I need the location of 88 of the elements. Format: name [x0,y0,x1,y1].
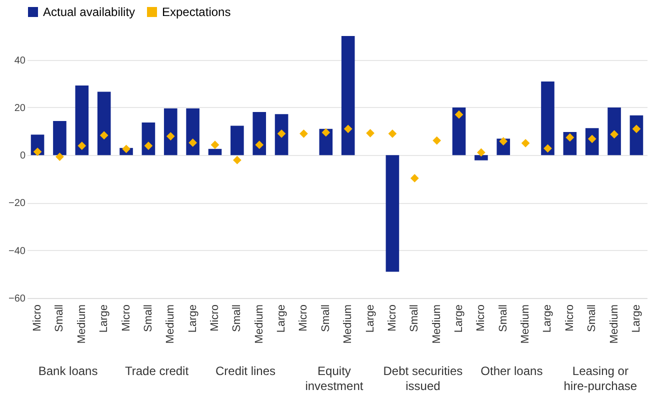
point [566,133,574,142]
x-tick-label: Large [98,304,110,333]
x-tick-label: Large [630,304,642,333]
x-tick-label: Medium [430,304,443,344]
bar [386,155,400,272]
point [610,130,618,139]
bar [608,107,621,156]
text: Debt securities issued [383,364,463,393]
x-tick-label: Medium [253,304,266,344]
point [122,144,130,154]
point [322,128,330,137]
y-tick-label: 40 [14,55,26,66]
point [188,138,197,147]
bar [585,128,599,156]
bar [208,148,222,156]
legend-label: Actual availability [43,5,136,19]
point [210,140,220,150]
point [410,174,419,182]
bar [97,92,111,156]
bar [274,114,288,156]
x-tick-label: Small [142,304,154,332]
x-tick-label: Large [186,304,199,333]
point [477,148,486,157]
y-tick-label: −60 [8,294,26,304]
legend-label: Expectations [162,5,231,19]
bar [252,112,266,156]
x-tick-label: Medium [76,304,88,344]
x-tick-label: Small [408,304,421,332]
point [432,136,442,145]
x-tick-label: Small [231,304,244,332]
point [277,129,286,138]
point [56,152,64,161]
bar [164,108,178,156]
point [100,131,108,140]
text: Trade credit [124,364,190,378]
x-tick-label: Micro [564,304,576,332]
point [521,139,530,148]
bar [142,122,156,156]
text: Credit lines [215,364,276,378]
x-tick-label: Small [320,304,332,332]
text: Other loans [480,364,543,378]
point [33,148,42,156]
x-tick-label: Medium [164,304,177,344]
x-tick-label: Medium [342,304,354,344]
x-tick-label: Large [453,304,466,333]
point [454,110,464,119]
bar [452,107,466,156]
y-tick-label: 0 [20,150,26,162]
x-tick-label: Micro [298,304,310,332]
bar [230,126,244,156]
x-tick-label: Micro [208,304,221,332]
bar [75,86,89,156]
x-tick-label: Small [54,304,66,332]
point [232,156,242,164]
text: Equity investment [305,364,364,393]
point [144,142,153,150]
bar [474,155,488,160]
point [255,140,264,150]
y-tick-label: 20 [14,102,26,114]
text: Bank loans [38,364,98,378]
text: Leasing or hire-purchase [564,364,638,393]
x-tick-label: Micro [475,304,488,332]
point [78,142,86,150]
point [344,124,352,134]
point [632,124,641,134]
bar [186,108,200,156]
x-tick-label: Small [586,304,598,332]
y-tick-label: −20 [8,198,26,210]
x-tick-label: Large [364,304,376,333]
point [544,144,552,153]
bar [341,36,355,156]
x-tick-label: Micro [32,304,44,332]
point [388,129,397,138]
x-tick-label: Medium [520,304,532,344]
bar [541,81,554,156]
point [499,137,508,146]
point [300,129,308,138]
x-tick-label: Micro [120,304,132,332]
point [166,132,175,140]
x-tick-label: Large [542,304,554,333]
y-tick-label: −40 [8,246,26,257]
x-tick-label: Medium [608,304,620,344]
bar [53,121,66,156]
x-tick-label: Micro [386,304,398,332]
bar [630,115,644,156]
point [366,128,374,138]
x-tick-label: Small [497,304,510,332]
x-tick-label: Large [276,304,288,333]
